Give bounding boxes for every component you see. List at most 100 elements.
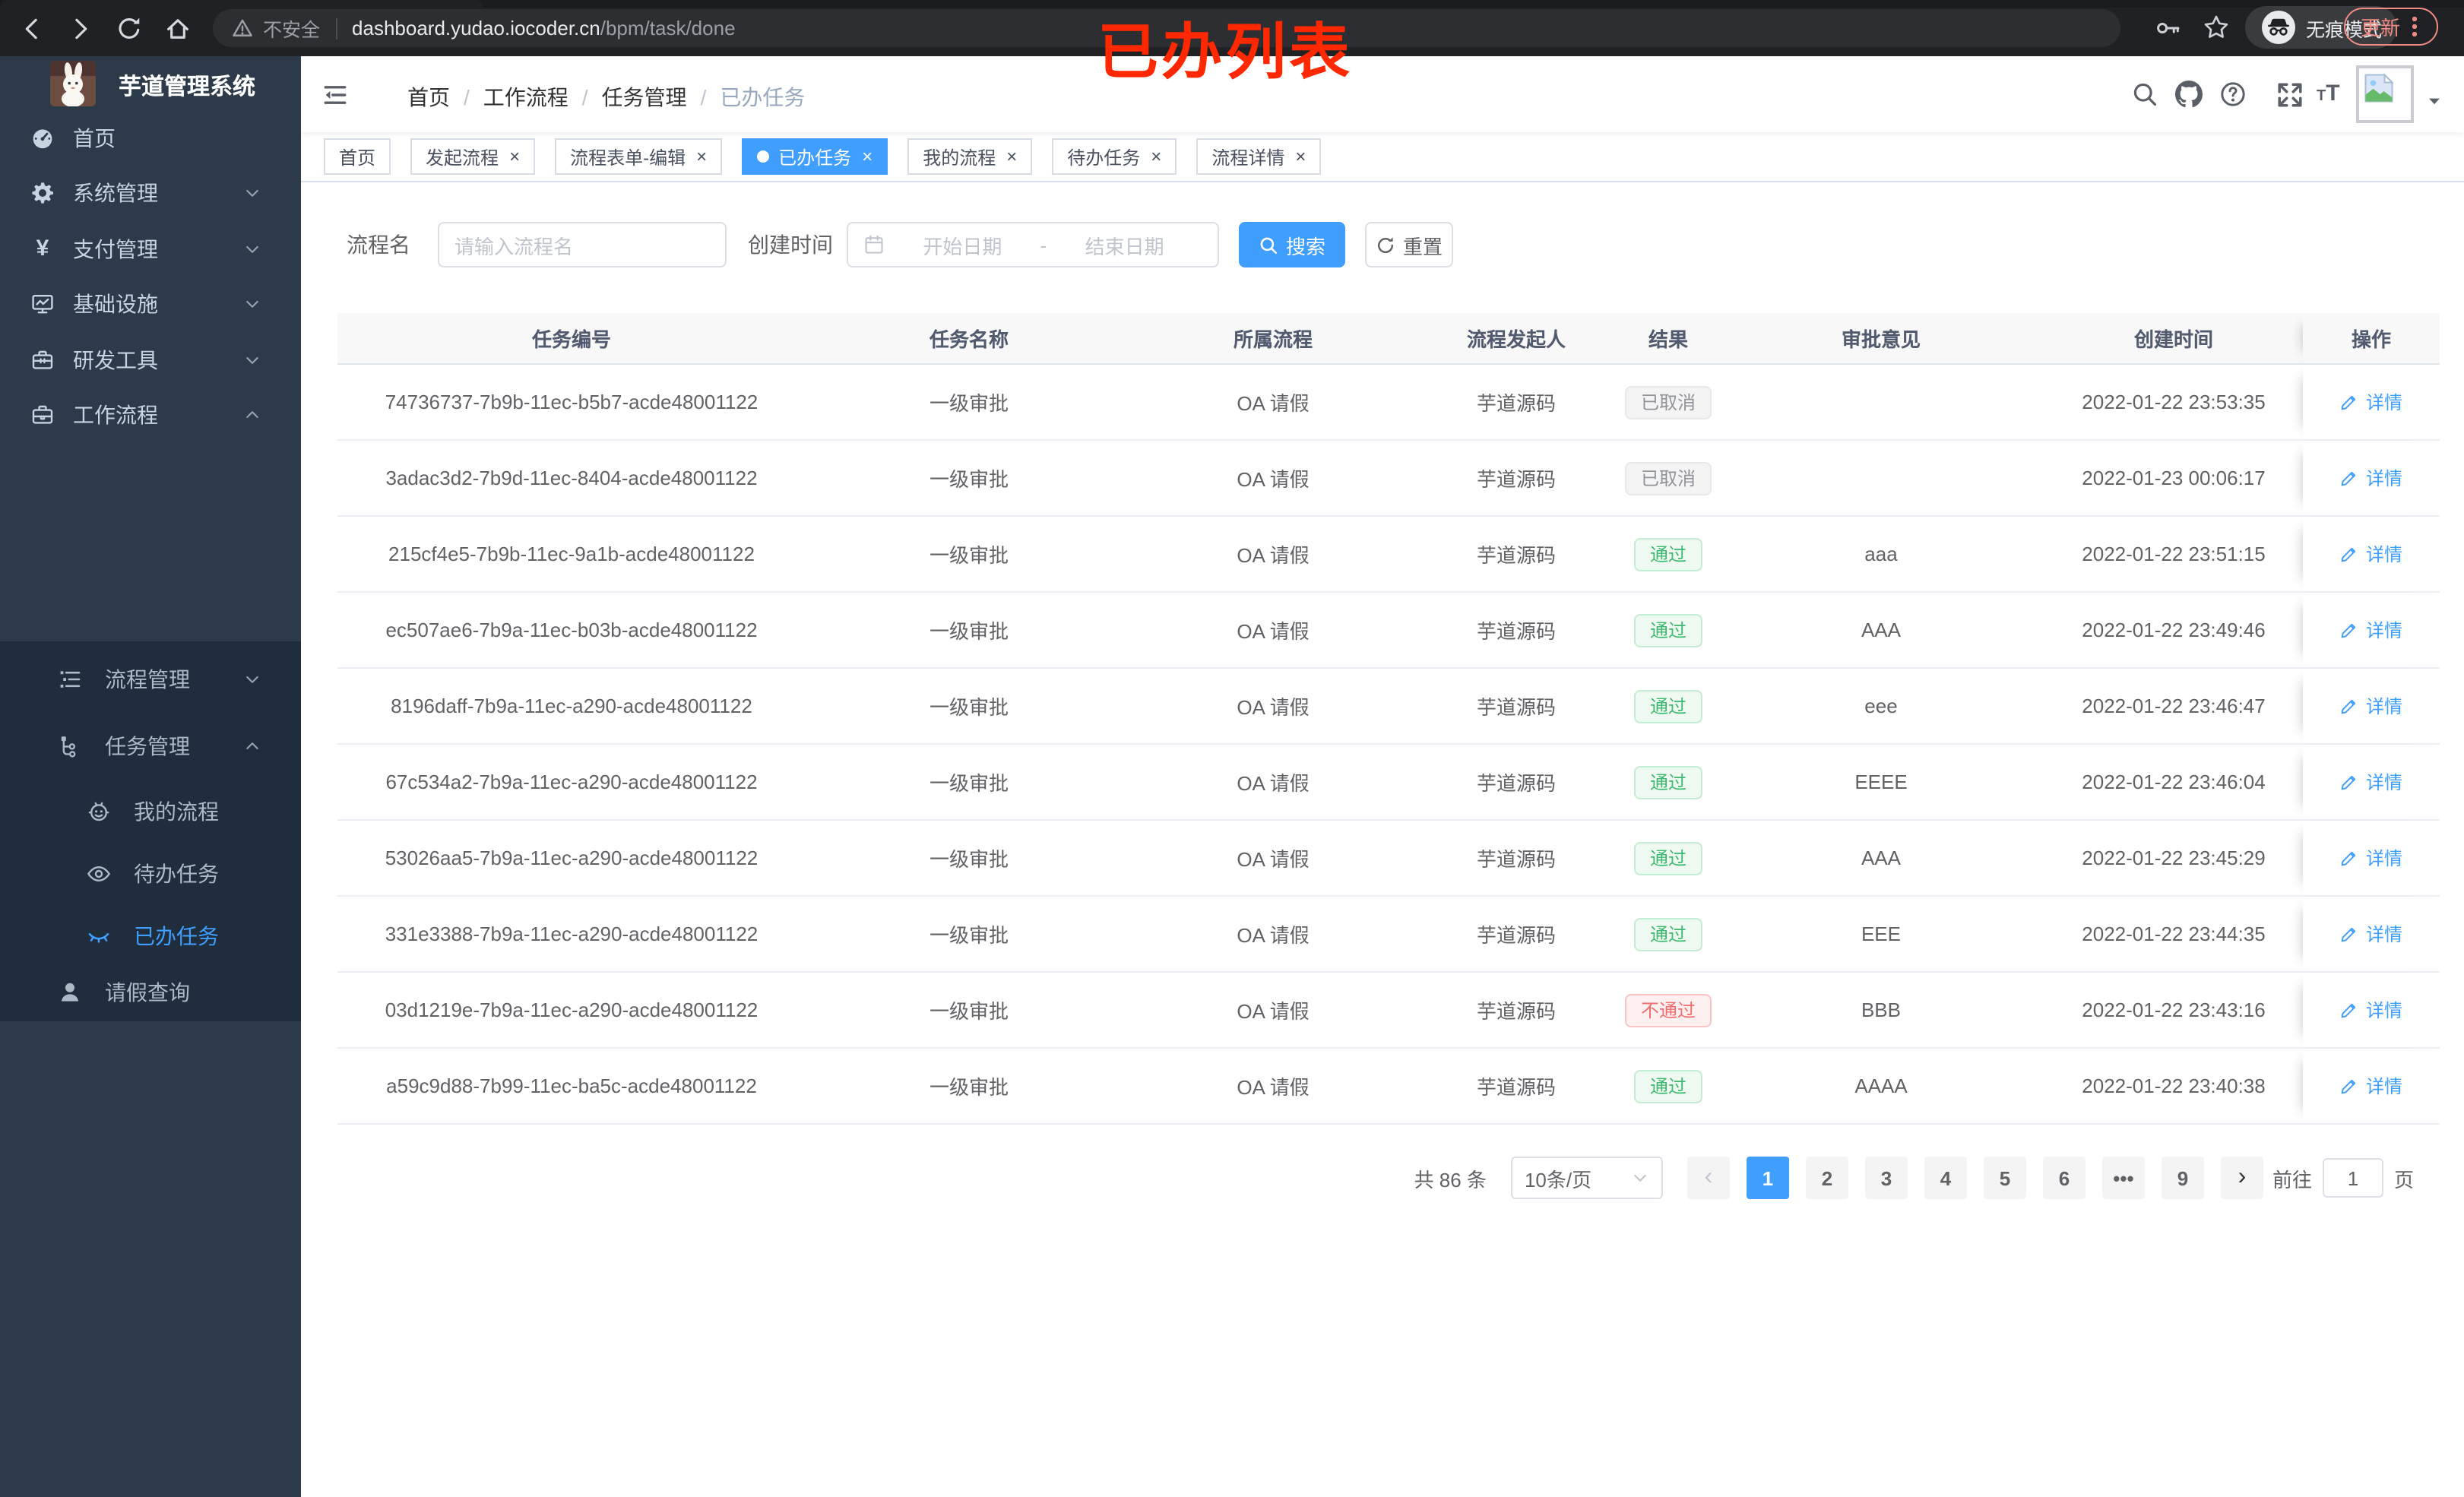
cell-process: OA 请假: [1237, 848, 1310, 871]
close-icon[interactable]: ×: [1295, 146, 1306, 167]
star-icon[interactable]: [2203, 14, 2230, 41]
page-button-2[interactable]: 2: [1805, 1157, 1848, 1199]
forward-icon[interactable]: [67, 15, 94, 43]
page-button-9[interactable]: 9: [2161, 1157, 2204, 1199]
detail-button[interactable]: 详情: [2340, 465, 2402, 491]
workflow-submenu-panel: [0, 641, 301, 1021]
question-icon[interactable]: [2219, 81, 2247, 108]
close-icon[interactable]: ×: [1151, 146, 1162, 167]
detail-button[interactable]: 详情: [2340, 541, 2402, 567]
table-row: 67c534a2-7b9a-11ec-a290-acde48001122 一级审…: [337, 745, 2440, 821]
detail-button[interactable]: 详情: [2340, 769, 2402, 795]
github-icon[interactable]: [2175, 81, 2203, 108]
edit-pencil-icon: [2340, 392, 2366, 412]
cell-create-time: 2022-01-22 23:46:47: [2082, 695, 2266, 717]
user-icon: [58, 980, 82, 1005]
update-button[interactable]: 更新: [2344, 8, 2438, 46]
sidebar-subitem-流程管理[interactable]: 流程管理: [0, 658, 301, 701]
tab-我的流程[interactable]: 我的流程 ×: [907, 138, 1033, 175]
page-size-select[interactable]: 10条/页: [1510, 1157, 1663, 1199]
page-button-5[interactable]: 5: [1983, 1157, 2026, 1199]
home-icon[interactable]: [164, 15, 192, 43]
prev-page-button[interactable]: ‹: [1686, 1157, 1730, 1199]
reset-button[interactable]: 重置: [1365, 222, 1453, 267]
sidebar-item-1[interactable]: 首页: [0, 111, 301, 166]
close-icon[interactable]: ×: [1006, 146, 1018, 167]
chevron-down-icon[interactable]: [2426, 93, 2443, 109]
tab-发起流程[interactable]: 发起流程 ×: [410, 138, 536, 175]
sidebar-subitem-label: 已办任务: [134, 924, 219, 948]
refresh-icon: [1376, 235, 1403, 255]
tab-流程详情[interactable]: 流程详情 ×: [1196, 138, 1322, 175]
breadcrumb-item[interactable]: 工作流程: [483, 85, 568, 109]
sidebar-item-6[interactable]: 工作流程: [0, 387, 301, 442]
page-button-3[interactable]: 3: [1864, 1157, 1908, 1199]
close-icon[interactable]: ×: [696, 146, 708, 167]
detail-button[interactable]: 详情: [2340, 921, 2402, 947]
tab-流程表单-编辑[interactable]: 流程表单-编辑 ×: [555, 138, 723, 175]
cell-action: 详情: [2303, 745, 2440, 819]
cell-result: 通过: [1619, 593, 1718, 667]
page-button-•••[interactable]: •••: [2101, 1157, 2145, 1199]
breadcrumb-item[interactable]: 任务管理: [601, 85, 687, 109]
back-icon[interactable]: [18, 15, 46, 43]
result-badge: 已取消: [1625, 385, 1711, 419]
next-page-button[interactable]: ›: [2220, 1157, 2263, 1199]
cell-result: 已取消: [1619, 441, 1718, 515]
search-button[interactable]: 搜索: [1239, 222, 1345, 267]
detail-button[interactable]: 详情: [2340, 1073, 2402, 1099]
detail-button[interactable]: 详情: [2340, 845, 2402, 871]
cell-action: 详情: [2303, 517, 2440, 591]
goto-page-input[interactable]: 1: [2322, 1158, 2383, 1198]
key-icon[interactable]: [2155, 15, 2181, 41]
sidebar-subitem-待办任务[interactable]: 待办任务: [0, 853, 301, 895]
sidebar-item-label: 首页: [73, 126, 116, 150]
table-row: 53026aa5-7b9a-11ec-a290-acde48001122 一级审…: [337, 821, 2440, 897]
tab-已办任务[interactable]: 已办任务 ×: [742, 138, 888, 175]
detail-button[interactable]: 详情: [2340, 997, 2402, 1023]
tab-首页[interactable]: 首页: [324, 138, 391, 175]
sidebar: 芋道管理系统 首页 系统管理 ¥ 支付管理 基础设施 研发工具 工作流程 流程管理…: [0, 56, 301, 1497]
detail-button[interactable]: 详情: [2340, 693, 2402, 719]
create-time-label: 创建时间: [748, 233, 833, 257]
page-button-6[interactable]: 6: [2042, 1157, 2086, 1199]
chevron-down-icon: [243, 350, 261, 369]
sidebar-item-4[interactable]: 基础设施: [0, 276, 301, 331]
sidebar-item-3[interactable]: ¥ 支付管理: [0, 221, 301, 276]
close-icon[interactable]: ×: [862, 146, 873, 167]
process-name-input[interactable]: 请输入流程名: [438, 222, 727, 267]
sidebar-subitem-已办任务[interactable]: 已办任务: [0, 915, 301, 957]
detail-button[interactable]: 详情: [2340, 617, 2402, 643]
cell-task-name: 一级审批: [929, 924, 1009, 947]
search-icon[interactable]: [2131, 81, 2158, 108]
app-logo[interactable]: [50, 61, 96, 106]
sidebar-subitem-我的流程[interactable]: 我的流程: [0, 790, 301, 833]
menu-dots-icon[interactable]: [2412, 17, 2417, 36]
reload-icon[interactable]: [116, 15, 143, 43]
close-icon[interactable]: ×: [509, 146, 521, 167]
sidebar-subitem-任务管理[interactable]: 任务管理: [0, 725, 301, 767]
sidebar-subitem-请假查询[interactable]: 请假查询: [0, 971, 301, 1014]
address-bar[interactable]: 不安全 dashboard.yudao.iocoder.cn/bpm/task/…: [213, 9, 2120, 47]
font-size-icon[interactable]: TT: [2317, 81, 2340, 106]
cell-result: 通过: [1619, 1049, 1718, 1123]
browser-active-tab[interactable]: [0, 0, 483, 8]
edit-pencil-icon: [2340, 848, 2366, 868]
date-range-input[interactable]: 开始日期 - 结束日期: [847, 222, 1219, 267]
sidebar-subitem-label: 请假查询: [105, 980, 190, 1005]
cell-action: 详情: [2303, 365, 2440, 439]
detail-button[interactable]: 详情: [2340, 389, 2402, 415]
fullscreen-icon[interactable]: [2276, 81, 2303, 108]
cell-task-name: 一级审批: [929, 544, 1009, 567]
tab-待办任务[interactable]: 待办任务 ×: [1052, 138, 1177, 175]
breadcrumb-item[interactable]: 首页: [407, 85, 450, 109]
sidebar-item-2[interactable]: 系统管理: [0, 166, 301, 220]
cell-create-time: 2022-01-22 23:40:38: [2082, 1074, 2266, 1097]
page-button-4[interactable]: 4: [1924, 1157, 1967, 1199]
collapse-sidebar-icon[interactable]: [322, 82, 348, 108]
sidebar-item-5[interactable]: 研发工具: [0, 332, 301, 387]
avatar[interactable]: [2356, 65, 2414, 123]
page-button-1[interactable]: 1: [1746, 1157, 1789, 1199]
cell-task-id: 331e3388-7b9a-11ec-a290-acde48001122: [385, 923, 759, 945]
edit-pencil-icon: [2340, 924, 2366, 944]
